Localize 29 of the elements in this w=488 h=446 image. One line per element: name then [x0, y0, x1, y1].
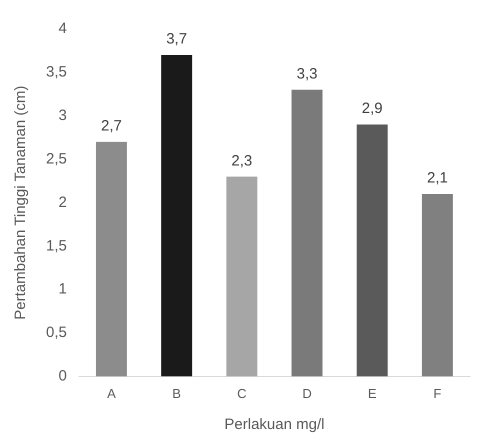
bar [161, 55, 192, 376]
y-axis-title: Pertambahan Tinggi Tanaman (cm) [12, 86, 30, 320]
data-label: 2,7 [101, 118, 122, 135]
y-tick-label: 0,5 [46, 324, 67, 342]
data-label: 3,7 [166, 30, 188, 48]
x-tick-label: A [107, 386, 116, 401]
data-label: 2,3 [231, 152, 252, 170]
x-tick-label: F [433, 386, 442, 401]
y-tick-label: 0 [58, 368, 67, 385]
x-axis-title: Perlakuan mg/l [224, 416, 324, 434]
y-tick-label: 3 [58, 106, 67, 124]
x-tick-label: C [237, 386, 247, 401]
data-label: 3,3 [296, 65, 318, 82]
bar [96, 142, 127, 376]
x-tick-label: D [302, 386, 312, 401]
bar [292, 90, 323, 376]
data-label: 2,1 [426, 170, 448, 187]
y-tick-label: 3,5 [46, 64, 67, 81]
bar [422, 194, 453, 376]
y-tick-label: 2,5 [46, 150, 67, 168]
y-tick-label: 2 [58, 194, 67, 211]
x-tick-label: E [368, 386, 377, 401]
bar [356, 124, 388, 376]
bar [226, 176, 258, 376]
y-tick-label: 1,5 [46, 237, 67, 254]
y-tick-label: 4 [58, 20, 67, 38]
data-label: 2,9 [362, 100, 383, 118]
x-tick-label: B [172, 386, 181, 401]
y-tick-label: 1 [58, 280, 67, 298]
